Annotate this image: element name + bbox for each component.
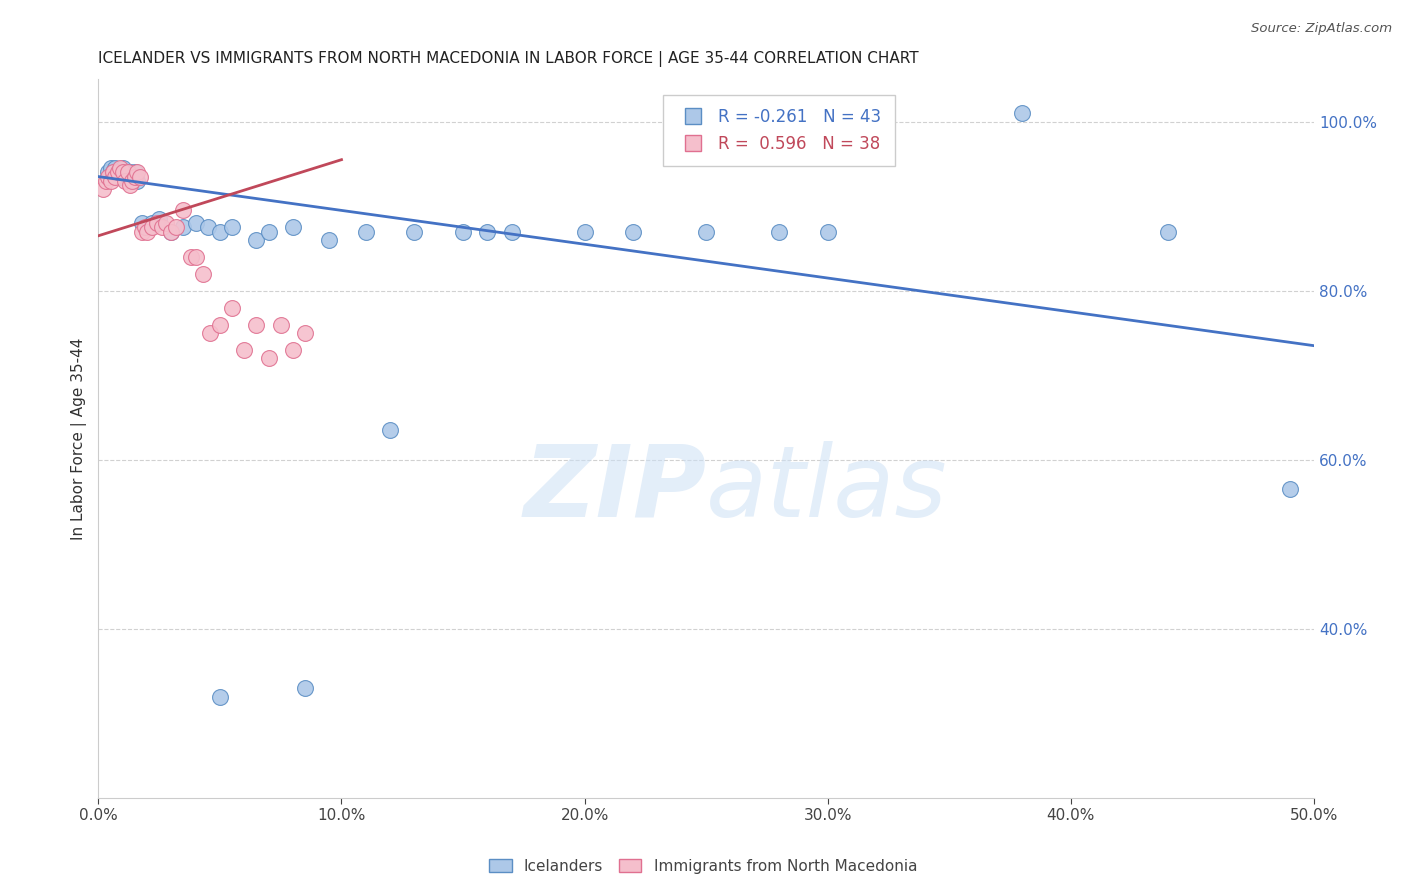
Point <box>97 165 120 179</box>
Legend: Icelanders, Immigrants from North Macedonia: Icelanders, Immigrants from North Macedo… <box>482 853 924 880</box>
Point <box>378 423 401 437</box>
Text: Source: ZipAtlas.com: Source: ZipAtlas.com <box>1251 22 1392 36</box>
Point <box>131 225 153 239</box>
Point <box>94 174 117 188</box>
Point <box>114 165 136 179</box>
Text: ZIP: ZIP <box>523 441 706 538</box>
Point <box>118 165 141 179</box>
Point <box>100 161 122 175</box>
Point <box>148 211 170 226</box>
Point <box>197 220 219 235</box>
Point <box>184 216 207 230</box>
Point <box>294 326 316 340</box>
Point <box>160 225 183 239</box>
Point <box>107 165 129 179</box>
Point <box>281 220 304 235</box>
Point <box>117 169 139 184</box>
Point <box>121 169 143 184</box>
Point <box>107 165 129 179</box>
Point <box>233 343 256 357</box>
Point <box>110 169 132 184</box>
Point <box>91 182 114 196</box>
Point <box>1278 483 1301 497</box>
Point <box>245 233 267 247</box>
Point <box>117 165 139 179</box>
Point <box>208 225 231 239</box>
Point <box>121 174 143 188</box>
Point <box>136 225 159 239</box>
Point <box>695 225 717 239</box>
Point <box>104 169 127 184</box>
Point <box>184 250 207 264</box>
Point <box>257 225 280 239</box>
Point <box>354 225 377 239</box>
Point <box>1011 106 1033 120</box>
Point <box>110 161 132 175</box>
Point <box>404 225 426 239</box>
Point <box>145 216 167 230</box>
Point <box>127 165 149 179</box>
Point <box>1157 225 1180 239</box>
Point <box>160 225 183 239</box>
Point <box>100 174 122 188</box>
Text: atlas: atlas <box>706 441 948 538</box>
Point <box>451 225 474 239</box>
Point <box>180 250 202 264</box>
Point <box>574 225 596 239</box>
Point <box>141 216 163 230</box>
Point <box>318 233 340 247</box>
Point <box>128 169 150 184</box>
Point <box>768 225 790 239</box>
Point <box>101 165 124 179</box>
Point <box>477 225 499 239</box>
Point <box>270 318 292 332</box>
Point <box>101 165 124 179</box>
Point <box>200 326 222 340</box>
Point <box>131 216 153 230</box>
Text: ICELANDER VS IMMIGRANTS FROM NORTH MACEDONIA IN LABOR FORCE | AGE 35-44 CORRELAT: ICELANDER VS IMMIGRANTS FROM NORTH MACED… <box>98 51 920 67</box>
Legend: R = -0.261   N = 43, R =  0.596   N = 38: R = -0.261 N = 43, R = 0.596 N = 38 <box>664 95 894 166</box>
Point <box>104 161 127 175</box>
Point <box>136 220 159 235</box>
Point <box>97 169 120 184</box>
Point <box>141 220 163 235</box>
Point <box>191 267 214 281</box>
Point <box>134 220 156 235</box>
Point <box>245 318 267 332</box>
Point <box>150 220 173 235</box>
Point <box>172 220 194 235</box>
Point <box>127 174 149 188</box>
Point <box>165 220 187 235</box>
Point <box>155 216 177 230</box>
Point <box>124 169 146 184</box>
Point <box>294 681 316 695</box>
Point <box>208 690 231 704</box>
Point <box>221 301 243 315</box>
Point <box>172 203 194 218</box>
Point <box>208 318 231 332</box>
Point <box>111 165 134 179</box>
Y-axis label: In Labor Force | Age 35-44: In Labor Force | Age 35-44 <box>72 337 87 540</box>
Point <box>281 343 304 357</box>
Point <box>817 225 839 239</box>
Point <box>621 225 644 239</box>
Point <box>257 351 280 366</box>
Point <box>221 220 243 235</box>
Point <box>111 161 134 175</box>
Point <box>501 225 523 239</box>
Point <box>118 178 141 192</box>
Point <box>124 165 146 179</box>
Point <box>114 174 136 188</box>
